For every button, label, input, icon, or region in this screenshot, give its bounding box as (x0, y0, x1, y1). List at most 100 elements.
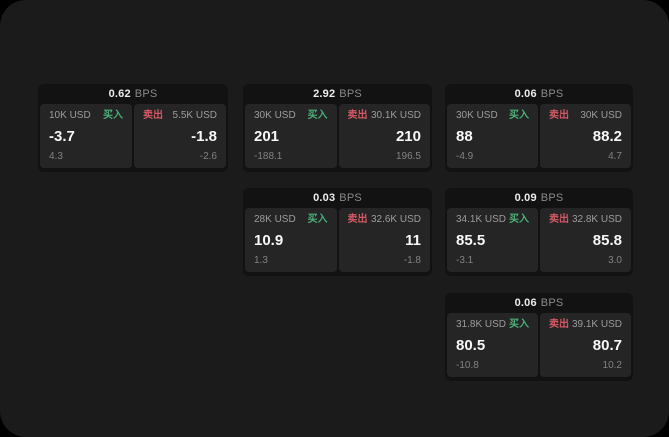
bps-value: 0.09 (514, 192, 537, 204)
buy-panel[interactable]: 28K USD 买入 10.9 1.3 (245, 208, 337, 272)
quote-card-header: 2.92 BPS (243, 84, 432, 104)
buy-price: 10.9 (254, 232, 284, 249)
buy-panel-top-row: 34.1K USD 买入 (456, 215, 529, 225)
sell-panel-top-row: 卖出 39.1K USD (549, 320, 622, 330)
bps-unit-label: BPS (339, 192, 362, 204)
sell-side-label: 卖出 (347, 110, 368, 121)
sell-panel-top-row: 卖出 30K USD (549, 111, 622, 121)
buy-side-label: 买入 (307, 110, 328, 121)
buy-side-label: 买入 (103, 110, 123, 121)
buy-side-label: 买入 (509, 214, 529, 225)
quote-card-header: 0.09 BPS (445, 188, 633, 208)
sell-panel[interactable]: 卖出 39.1K USD 80.7 10.2 (540, 313, 631, 377)
sell-amount: 39.1K USD (571, 319, 622, 330)
buy-side-label: 买入 (509, 110, 529, 121)
buy-price: 88 (456, 128, 473, 145)
buy-price: -3.7 (49, 128, 75, 145)
quote-card: 0.62 BPS 10K USD 买入 -3.7 4.3 卖出 5.5K USD… (38, 84, 228, 172)
quote-panels: 30K USD 买入 88 -4.9 卖出 30K USD 88.2 4.7 (445, 104, 633, 170)
sell-panel[interactable]: 卖出 32.6K USD 11 -1.8 (338, 208, 430, 272)
quote-card-header: 0.62 BPS (38, 84, 228, 104)
bps-value: 0.62 (108, 88, 131, 100)
quote-card-header: 0.06 BPS (445, 293, 633, 313)
bps-value: 0.06 (514, 297, 537, 309)
buy-panel[interactable]: 30K USD 买入 201 -188.1 (245, 104, 337, 168)
buy-panel[interactable]: 30K USD 买入 88 -4.9 (447, 104, 538, 168)
quote-card: 0.06 BPS 30K USD 买入 88 -4.9 卖出 30K USD 8… (445, 84, 633, 172)
sell-price: 11 (405, 232, 421, 249)
buy-panel-top-row: 30K USD 买入 (456, 111, 529, 121)
sell-side-label: 卖出 (143, 110, 163, 121)
bps-unit-label: BPS (540, 88, 564, 100)
bps-value: 0.06 (514, 88, 537, 100)
sell-amount: 32.6K USD (370, 214, 421, 225)
sell-sub-value: -2.6 (199, 151, 217, 162)
sell-price: 80.7 (592, 337, 622, 354)
buy-sub-value: -188.1 (254, 151, 283, 162)
buy-amount: 10K USD (49, 110, 91, 121)
buy-panel[interactable]: 34.1K USD 买入 85.5 -3.1 (447, 208, 538, 272)
buy-panel-top-row: 30K USD 买入 (254, 111, 328, 121)
bps-value: 0.03 (313, 192, 336, 204)
buy-amount: 28K USD (254, 214, 296, 225)
sell-side-label: 卖出 (549, 214, 569, 225)
bps-unit-label: BPS (339, 88, 362, 100)
sell-sub-value: 10.2 (602, 360, 622, 371)
sell-sub-value: -1.8 (403, 255, 421, 266)
buy-panel-top-row: 28K USD 买入 (254, 215, 328, 225)
sell-amount: 30.1K USD (370, 110, 421, 121)
quote-panels: 31.8K USD 买入 80.5 -10.8 卖出 39.1K USD 80.… (445, 313, 633, 379)
buy-amount: 30K USD (456, 110, 498, 121)
sell-price: 88.2 (592, 128, 622, 145)
sell-panel[interactable]: 卖出 32.8K USD 85.8 3.0 (540, 208, 631, 272)
buy-side-label: 买入 (307, 214, 328, 225)
quote-card: 2.92 BPS 30K USD 买入 201 -188.1 卖出 30.1K … (243, 84, 432, 172)
buy-price: 85.5 (456, 232, 486, 249)
buy-price: 201 (254, 128, 280, 145)
quote-card: 0.03 BPS 28K USD 买入 10.9 1.3 卖出 32.6K US… (243, 188, 432, 276)
quote-card: 0.06 BPS 31.8K USD 买入 80.5 -10.8 卖出 39.1… (445, 293, 633, 381)
sell-amount: 5.5K USD (172, 110, 217, 121)
bps-unit-label: BPS (134, 88, 158, 100)
sell-sub-value: 4.7 (608, 151, 622, 162)
sell-panel-top-row: 卖出 5.5K USD (143, 111, 217, 121)
quote-panels: 28K USD 买入 10.9 1.3 卖出 32.6K USD 11 -1.8 (243, 208, 432, 274)
sell-panel-top-row: 卖出 32.8K USD (549, 215, 622, 225)
sell-side-label: 卖出 (347, 214, 368, 225)
sell-price: 210 (395, 128, 421, 145)
buy-sub-value: 4.3 (49, 151, 63, 162)
sell-panel[interactable]: 卖出 30K USD 88.2 4.7 (540, 104, 631, 168)
buy-sub-value: -4.9 (456, 151, 474, 162)
buy-amount: 34.1K USD (456, 214, 507, 225)
quote-card: 0.09 BPS 34.1K USD 买入 85.5 -3.1 卖出 32.8K… (445, 188, 633, 276)
quote-panels: 10K USD 买入 -3.7 4.3 卖出 5.5K USD -1.8 -2.… (38, 104, 228, 170)
buy-panel-top-row: 31.8K USD 买入 (456, 320, 529, 330)
buy-amount: 30K USD (254, 110, 296, 121)
sell-panel-top-row: 卖出 30.1K USD (348, 111, 422, 121)
quote-panels: 30K USD 买入 201 -188.1 卖出 30.1K USD 210 1… (243, 104, 432, 170)
quote-card-header: 0.06 BPS (445, 84, 633, 104)
sell-sub-value: 3.0 (608, 255, 622, 266)
buy-panel[interactable]: 10K USD 买入 -3.7 4.3 (40, 104, 132, 168)
sell-amount: 32.8K USD (571, 214, 622, 225)
buy-side-label: 买入 (509, 319, 529, 330)
bps-unit-label: BPS (540, 297, 564, 309)
buy-panel-top-row: 10K USD 买入 (49, 111, 123, 121)
sell-side-label: 卖出 (549, 110, 569, 121)
buy-panel[interactable]: 31.8K USD 买入 80.5 -10.8 (447, 313, 538, 377)
sell-panel[interactable]: 卖出 30.1K USD 210 196.5 (338, 104, 430, 168)
quote-card-header: 0.03 BPS (243, 188, 432, 208)
buy-sub-value: -10.8 (456, 360, 479, 371)
buy-sub-value: 1.3 (254, 255, 268, 266)
buy-price: 80.5 (456, 337, 486, 354)
sell-panel-top-row: 卖出 32.6K USD (348, 215, 422, 225)
sell-amount: 30K USD (580, 110, 622, 121)
bps-value: 2.92 (313, 88, 336, 100)
sell-price: -1.8 (191, 128, 217, 145)
buy-sub-value: -3.1 (456, 255, 474, 266)
sell-panel[interactable]: 卖出 5.5K USD -1.8 -2.6 (134, 104, 226, 168)
sell-side-label: 卖出 (549, 319, 569, 330)
sell-price: 85.8 (592, 232, 622, 249)
bps-unit-label: BPS (540, 192, 564, 204)
